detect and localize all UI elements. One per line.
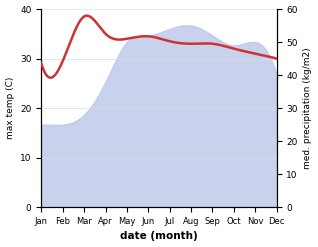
- Y-axis label: med. precipitation (kg/m2): med. precipitation (kg/m2): [303, 47, 313, 169]
- X-axis label: date (month): date (month): [120, 231, 198, 242]
- Y-axis label: max temp (C): max temp (C): [5, 77, 15, 139]
